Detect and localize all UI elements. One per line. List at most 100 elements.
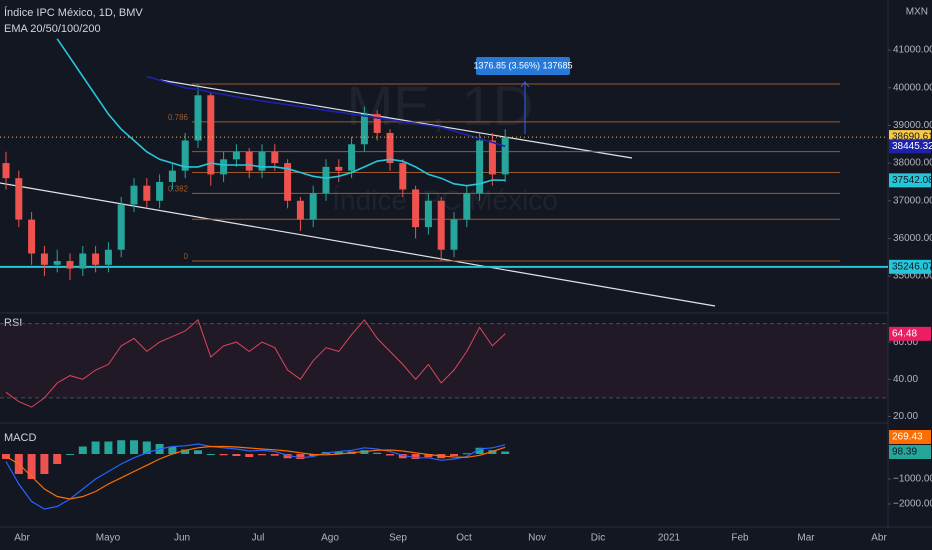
candle-body	[104, 249, 112, 265]
ema-line	[56, 38, 506, 187]
symbol-title: Índice IPC México, 1D, BMV	[4, 6, 143, 19]
fib-label: 0	[184, 252, 189, 261]
histogram-bar	[462, 453, 471, 455]
candle-body	[92, 253, 100, 265]
y-tick-label: 38000.00	[893, 158, 932, 169]
candle-body	[284, 163, 292, 201]
histogram-bar	[475, 447, 484, 454]
histogram-bar	[232, 454, 241, 456]
candle-body	[501, 137, 509, 175]
candle-body	[476, 140, 484, 194]
y-tick-label: 40.00	[893, 374, 918, 385]
macd-title: MACD	[4, 432, 36, 444]
x-tick-label: Abr	[14, 533, 30, 544]
rsi-line	[5, 319, 506, 408]
y-tick-label: 41000.00	[893, 45, 932, 56]
histogram-bar	[501, 451, 510, 454]
y-tick-label: 60.00	[893, 337, 918, 348]
x-tick-label: Sep	[389, 533, 407, 544]
candle-body	[207, 95, 215, 175]
candle-body	[181, 140, 189, 171]
candle-body	[450, 219, 458, 250]
candle-body	[53, 261, 61, 265]
x-tick-label: Jul	[252, 533, 265, 544]
candle-body	[117, 204, 125, 250]
y-tick-label: 39000.00	[893, 120, 932, 131]
candle-body	[156, 181, 164, 201]
candle-body	[40, 253, 48, 265]
y-tick-label: −2000.00	[893, 499, 932, 510]
ema-last: 37542.08	[892, 175, 932, 186]
candle-body	[437, 200, 445, 250]
histogram-bar	[411, 454, 420, 459]
macd-line	[5, 443, 506, 510]
rsi-last-box	[889, 326, 931, 341]
indicator-title: EMA 20/50/100/200	[4, 23, 101, 35]
histogram-bar	[373, 452, 382, 454]
histogram-bar	[386, 454, 394, 456]
trendline	[0, 182, 716, 307]
x-tick-label: Ago	[321, 533, 339, 544]
y-tick-label: 36000.00	[893, 233, 932, 244]
candle-body	[348, 144, 356, 171]
histogram-bar	[360, 450, 369, 454]
candle-body	[296, 200, 304, 220]
y-tick-label: 40000.00	[893, 82, 932, 93]
candle-body	[424, 200, 432, 228]
candle-body	[488, 140, 496, 175]
candle-body	[271, 151, 279, 164]
candle-body	[335, 166, 343, 171]
candle-body	[15, 178, 23, 220]
rsi-title: RSI	[4, 317, 22, 329]
y-tick-label: 37000.00	[893, 195, 932, 206]
candle-body	[373, 114, 381, 133]
signal-last: 269.43	[892, 432, 923, 443]
histogram-bar	[194, 450, 202, 454]
measure-box	[476, 57, 570, 75]
candle-body	[168, 170, 176, 182]
x-tick-label: Dic	[591, 533, 605, 544]
x-tick-label: Jun	[174, 533, 190, 544]
candle-body	[28, 219, 36, 254]
histogram-bar	[283, 454, 292, 459]
ema-last: 38445.32	[892, 141, 932, 152]
fib-label: 0.382	[168, 185, 189, 194]
candle-body	[322, 166, 330, 194]
histogram-bar	[181, 449, 190, 454]
candle-body	[245, 151, 253, 171]
x-tick-label: Nov	[528, 533, 546, 544]
histogram-last: 98.39	[892, 447, 917, 458]
watermark-name: Índice IPC México	[332, 184, 558, 215]
candle-body	[399, 163, 407, 190]
histogram-bar	[27, 454, 36, 479]
macd-line	[5, 445, 506, 500]
candle-body	[2, 163, 10, 179]
histogram-bar	[424, 454, 433, 458]
candle-body	[386, 132, 394, 164]
x-tick-label: 2021	[658, 533, 681, 544]
candle-body	[143, 185, 151, 201]
y-tick-label: 35000.00	[893, 271, 932, 282]
histogram-bar	[398, 454, 407, 459]
candle-body	[258, 151, 266, 171]
signal-last-box	[889, 430, 931, 444]
candle-body	[66, 261, 74, 269]
y-tick-label: 20.00	[893, 411, 918, 422]
x-tick-label: Mar	[797, 533, 815, 544]
y-tick-label: −1000.00	[893, 474, 932, 485]
candle-body	[130, 185, 138, 205]
measure-label: 1376.85 (3.56%) 137685	[473, 60, 572, 70]
candle-body	[412, 189, 420, 228]
candle-body	[309, 193, 317, 220]
histogram-bar	[258, 454, 266, 456]
x-tick-label: Oct	[456, 533, 472, 544]
histogram-bar	[219, 454, 228, 456]
trendline	[159, 79, 633, 159]
histogram-bar	[334, 451, 343, 454]
rsi-band	[0, 323, 888, 398]
ema-line	[146, 75, 506, 148]
histogram-bar	[117, 440, 126, 454]
last-price: 38690.61	[892, 132, 932, 143]
